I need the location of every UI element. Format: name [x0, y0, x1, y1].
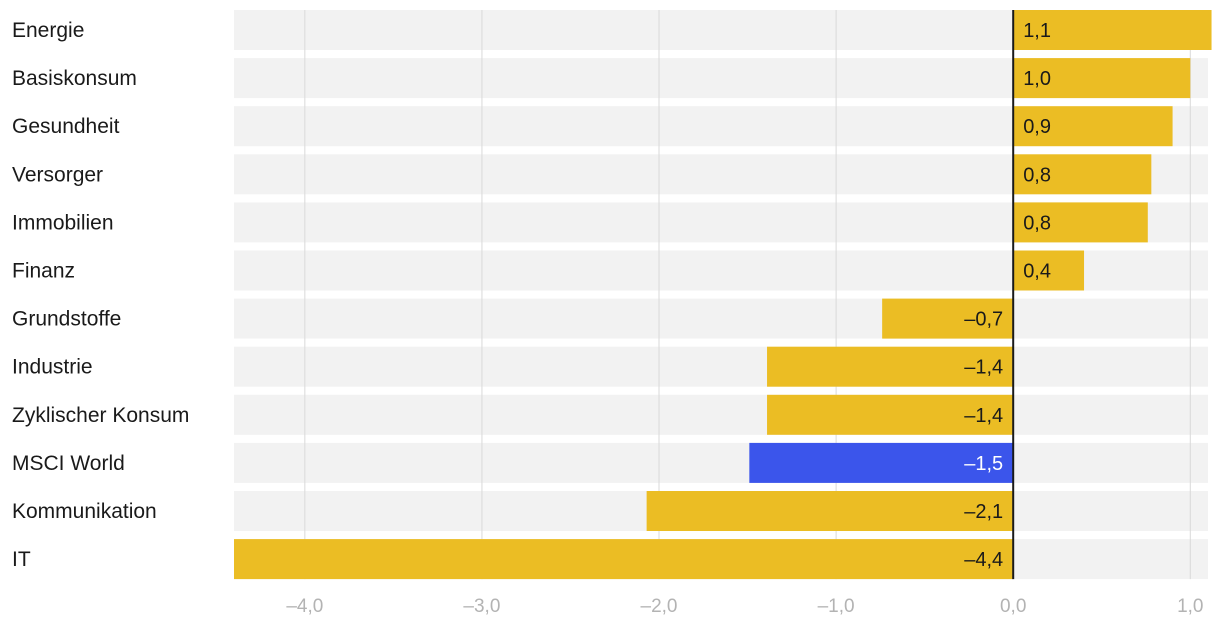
category-label: Energie	[12, 19, 84, 42]
value-label: –1,4	[964, 357, 1003, 379]
bar	[1013, 202, 1148, 243]
bar	[1013, 154, 1152, 195]
value-label: 1,0	[1023, 68, 1051, 90]
category-label: Basiskonsum	[12, 67, 137, 90]
bar-highlight	[749, 442, 1014, 483]
category-label: Versorger	[12, 163, 103, 186]
x-tick-label: –3,0	[463, 596, 500, 617]
category-label: Kommunikation	[12, 500, 157, 523]
x-tick-label: –1,0	[818, 596, 855, 617]
value-label: –1,5	[964, 453, 1003, 475]
value-label: 0,9	[1023, 116, 1051, 138]
value-label: –1,4	[964, 405, 1003, 427]
value-label: 1,1	[1023, 20, 1051, 42]
bar	[882, 298, 1014, 339]
x-tick-label: –2,0	[641, 596, 678, 617]
bar	[1013, 106, 1173, 147]
value-label: 0,8	[1023, 212, 1051, 234]
bar	[1013, 58, 1191, 99]
bar	[1013, 250, 1085, 291]
x-tick-label: 1,0	[1177, 596, 1203, 617]
row-background	[234, 346, 1208, 387]
bars	[234, 10, 1212, 580]
row-background	[234, 442, 1208, 483]
x-tick-label: 0,0	[1000, 596, 1026, 617]
bar	[767, 394, 1014, 435]
category-label: MSCI World	[12, 452, 125, 475]
category-label: Finanz	[12, 260, 75, 283]
category-label: Grundstoffe	[12, 308, 121, 331]
value-label: 0,8	[1023, 164, 1051, 186]
category-label: Gesundheit	[12, 115, 120, 138]
category-label: Immobilien	[12, 211, 114, 234]
gridlines	[304, 10, 1191, 580]
category-labels: Energie Basiskonsum Gesundheit Versorger Imm…	[12, 19, 189, 571]
x-axis-ticks: –4,0 –3,0 –2,0 –1,0 0,0 1,0	[286, 596, 1203, 617]
row-background	[234, 394, 1208, 435]
category-label: IT	[12, 548, 31, 571]
bar	[767, 346, 1014, 387]
category-label: Industrie	[12, 356, 93, 379]
bar	[234, 539, 1014, 580]
value-labels: 1,1 1,0 0,9 0,8 0,8 0,4 –0,7 –1,4 –1,4 –1,5 –2,1 –4…	[964, 20, 1051, 571]
value-label: 0,4	[1023, 261, 1051, 283]
category-label: Zyklischer Konsum	[12, 404, 189, 427]
value-label: –4,4	[964, 549, 1003, 571]
value-label: –2,1	[964, 501, 1003, 523]
bar	[646, 491, 1014, 531]
row-background	[234, 298, 1208, 339]
bar	[1013, 10, 1212, 50]
value-label: –0,7	[964, 309, 1003, 331]
x-tick-label: –4,0	[286, 596, 323, 617]
